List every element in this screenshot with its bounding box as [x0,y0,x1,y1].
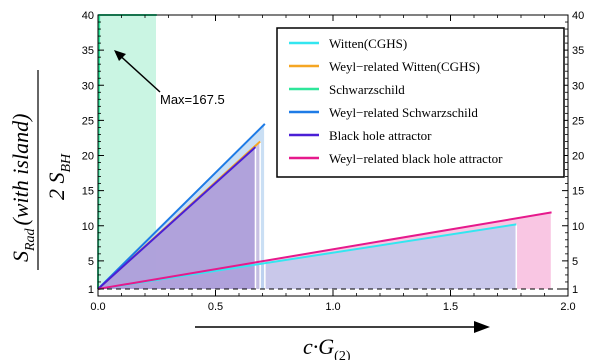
x-tick-label: 0.5 [208,301,223,313]
y-tick-label-right: 25 [572,115,584,127]
legend-label-weyl-related-schwarzschild: Weyl−related Schwarzschild [329,105,478,120]
x-tick-label: 2.0 [560,301,575,313]
ylabel-denominator: 2 SBH [44,153,74,200]
series-line-black-hole-attractor [97,146,257,290]
y-axis-label: SRad(with island) 2 SBH [8,70,74,270]
legend-box [276,27,565,178]
y-tick-label-right: 5 [572,256,578,268]
y-tick-label-right: 40 [572,10,584,22]
ylabel-numerator: SRad(with island) [8,114,38,262]
legend: Witten(CGHS) Weyl−related Witten(CGHS) Sch… [276,27,565,178]
legend-label-witten-cghs: Witten(CGHS) [329,36,407,51]
area-fill-schwarzschild [98,15,157,289]
y-tick-label-left: 15 [82,186,94,198]
max-annotation: Max=167.5 [114,50,225,107]
legend-label-weyl-related-witten-cghs: Weyl−related Witten(CGHS) [329,59,480,74]
legend-label-black-hole-attractor: Black hole attractor [329,128,432,143]
xlabel-arrow-head [474,321,490,333]
series-line-weyl-related-schwarzschild [97,123,266,290]
y-tick-label-right: 35 [572,45,584,57]
x-tick-label: 1.0 [325,301,340,313]
x-axis-label: c·G(2) [195,321,490,360]
xlabel-text: c·G(2) [303,334,351,360]
y-tick-label-left: 35 [82,45,94,57]
y-tick-label-left: 1 [88,284,94,296]
legend-label-weyl-related-black-hole-attractor: Weyl−related black hole attractor [329,151,503,166]
legend-label-schwarzschild: Schwarzschild [329,82,405,97]
y-tick-label-right: 30 [572,80,584,92]
x-axis-ticks: 0.0 0.5 1.0 1.5 2.0 [90,15,576,313]
y-tick-label-left: 25 [82,115,94,127]
y-tick-label-right: 20 [572,151,584,163]
y-tick-label-left: 10 [82,221,94,233]
y-tick-label-left: 5 [88,256,94,268]
arrow-head [114,50,126,61]
annotation-arrow [115,51,161,93]
y-tick-label-left: 20 [82,151,94,163]
y-tick-label-left: 40 [82,10,94,22]
annotation-text: Max=167.5 [160,92,225,107]
x-tick-label: 1.5 [443,301,458,313]
y-tick-label-right: 1 [572,284,578,296]
x-tick-label: 0.0 [90,301,105,313]
y-tick-label-right: 10 [572,221,584,233]
y-tick-label-left: 30 [82,80,94,92]
y-tick-label-right: 15 [572,186,584,198]
series-line-weyl-related-black-hole-attractor [97,211,552,290]
